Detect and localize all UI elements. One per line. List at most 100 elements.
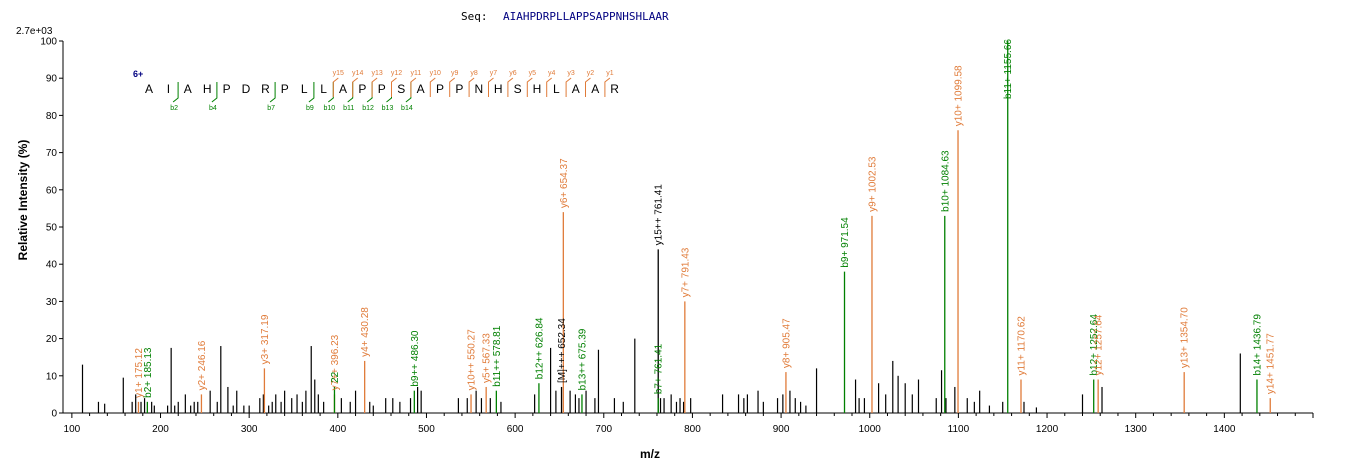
x-tick-label: 600 bbox=[507, 424, 524, 435]
y-ion-label: y3 bbox=[567, 70, 575, 77]
x-tick-label: 1000 bbox=[859, 424, 882, 435]
peak-label: y6+ 654.37 bbox=[559, 158, 570, 208]
peak-label: b12++ 626.84 bbox=[534, 317, 545, 379]
header: Seq: AIAHPDRPLLAPPSAPPNHSHLAAR 2.7e+03 bbox=[16, 10, 669, 37]
residue: L bbox=[553, 82, 560, 96]
peak-label: [M]+++ 652.34 bbox=[557, 318, 568, 383]
x-tick-label: 900 bbox=[773, 424, 790, 435]
residue: P bbox=[358, 82, 366, 96]
peak-label: b14+ 1436.79 bbox=[1252, 314, 1263, 376]
b-ion-bracket bbox=[366, 82, 373, 103]
peak-label: y9+ 1002.53 bbox=[867, 156, 878, 212]
y-ion-bracket bbox=[410, 77, 417, 97]
y-ion-bracket bbox=[507, 77, 514, 97]
residue: L bbox=[320, 82, 327, 96]
y-tick-label: 100 bbox=[40, 37, 57, 48]
x-axis-title: m/z bbox=[640, 447, 660, 461]
x-tick-label: 500 bbox=[418, 424, 435, 435]
y-ion-bracket bbox=[449, 77, 456, 97]
y-ion-label: y13 bbox=[371, 70, 382, 77]
peak-label: y8+ 905.47 bbox=[781, 318, 792, 368]
residue: H bbox=[203, 82, 212, 96]
residue: A bbox=[145, 82, 153, 96]
peak-label: 22 bbox=[330, 371, 341, 383]
b-ion-label: b13 bbox=[382, 105, 394, 112]
intensity-scale-label: 2.7e+03 bbox=[16, 26, 53, 37]
residue: A bbox=[339, 82, 347, 96]
peak-label: b13++ 675.39 bbox=[577, 328, 588, 390]
b-ion-bracket bbox=[211, 82, 218, 103]
peak-label: b11+ 1155.66 bbox=[1003, 39, 1014, 99]
y-ion-bracket bbox=[546, 77, 553, 97]
residue: L bbox=[301, 82, 308, 96]
y-ion-bracket bbox=[526, 77, 533, 97]
y-ion-label: y9 bbox=[451, 70, 459, 77]
peak-label: b2+ 185.13 bbox=[143, 347, 154, 398]
peak-label: y7+ 791.43 bbox=[680, 247, 691, 297]
y-tick-label: 0 bbox=[51, 409, 57, 420]
peaks bbox=[81, 41, 1271, 413]
x-tick-label: 200 bbox=[152, 424, 169, 435]
y-tick-label: 20 bbox=[46, 334, 58, 345]
sequence-prefix: Seq: bbox=[461, 10, 488, 23]
residue: I bbox=[167, 82, 170, 96]
x-tick-label: 1300 bbox=[1125, 424, 1148, 435]
residue: A bbox=[591, 82, 599, 96]
b-ion-label: b4 bbox=[209, 105, 217, 112]
residue: N bbox=[474, 82, 483, 96]
y-ion-label: y6 bbox=[509, 70, 517, 77]
x-tick-label: 400 bbox=[329, 424, 346, 435]
b-ion-bracket bbox=[386, 82, 392, 103]
peak-label: y7++ 396.23 bbox=[330, 334, 341, 390]
y-ion-bracket bbox=[391, 77, 397, 97]
b-ion-label: b7 bbox=[267, 105, 275, 112]
fragment-map: 6+A I A H P D R P L L A P P S A P P N H S H L A A Rb2 b4 b7 b9 b10 b1… bbox=[133, 69, 619, 112]
y-ion-label: y12 bbox=[391, 70, 402, 77]
peak-label: b9+ 971.54 bbox=[840, 217, 851, 268]
residue: P bbox=[223, 82, 231, 96]
residue: P bbox=[436, 82, 444, 96]
sequence-value: AIAHPDRPLLAPPSAPPNHSHLAAR bbox=[503, 10, 669, 23]
peak-label: y1+ 175.12 bbox=[134, 348, 145, 398]
y-ion-label: y7 bbox=[490, 70, 498, 77]
peak-label: b10+ 1084.63 bbox=[940, 150, 951, 212]
residue: P bbox=[281, 82, 289, 96]
residue: P bbox=[455, 82, 463, 96]
y-ion-label: y5 bbox=[529, 70, 537, 77]
peak-label: y3+ 317.19 bbox=[260, 314, 271, 364]
x-tick-label: 1100 bbox=[948, 424, 970, 435]
peak-label: b7+ 761.41 bbox=[654, 343, 665, 394]
x-tick-label: 1200 bbox=[1036, 424, 1059, 435]
residue: A bbox=[572, 82, 580, 96]
residue: R bbox=[261, 82, 270, 96]
y-tick-label: 60 bbox=[46, 185, 58, 196]
b-ion-bracket bbox=[308, 82, 315, 103]
b-ion-label: b10 bbox=[323, 105, 335, 112]
b-ion-label: b14 bbox=[401, 105, 413, 112]
peak-label: b11++ 578.81 bbox=[492, 325, 503, 386]
y-ion-label: y10 bbox=[430, 70, 441, 77]
residue: S bbox=[397, 82, 405, 96]
x-tick-label: 700 bbox=[595, 424, 612, 435]
y-ion-label: y2 bbox=[587, 70, 595, 77]
residue: R bbox=[610, 82, 619, 96]
b-ion-label: b12 bbox=[362, 105, 374, 112]
peak-label: y5+ 567.33 bbox=[482, 333, 493, 383]
y-ion-label: y15 bbox=[333, 70, 344, 77]
y-ion-label: y14 bbox=[352, 70, 363, 77]
y-ion-bracket bbox=[585, 77, 591, 97]
peak-label: b12+ 1252.64 bbox=[1089, 314, 1100, 376]
y-tick-label: 70 bbox=[46, 148, 58, 159]
y-tick-label: 90 bbox=[46, 74, 58, 85]
b-ion-label: b2 bbox=[170, 105, 178, 112]
y-tick-label: 40 bbox=[46, 260, 58, 271]
precursor-charge: 6+ bbox=[133, 69, 143, 79]
x-tick-label: 1400 bbox=[1213, 424, 1236, 435]
b-ion-bracket bbox=[347, 82, 354, 103]
peak-label: y13+ 1354.70 bbox=[1180, 307, 1191, 368]
y-ion-bracket bbox=[565, 77, 572, 97]
y-ion-label: y11 bbox=[411, 70, 422, 77]
y-ion-bracket bbox=[332, 77, 339, 97]
